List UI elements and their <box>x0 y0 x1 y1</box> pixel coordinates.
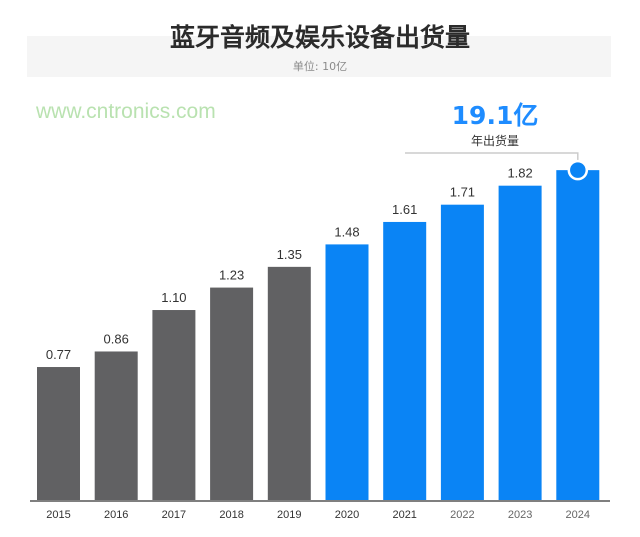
callout-label: 年出货量 <box>470 134 519 148</box>
bar-2015 <box>37 367 80 500</box>
data-label-2015: 0.77 <box>46 347 71 362</box>
bar-2021 <box>383 221 427 500</box>
bar-2016 <box>94 351 138 500</box>
bar-2024 <box>556 170 600 500</box>
tick-label-2024: 2024 <box>566 509 590 521</box>
data-label-2023: 1.82 <box>507 166 532 181</box>
bar-2023 <box>498 185 542 500</box>
chart-title: 蓝牙音频及娱乐设备出货量 <box>169 23 470 52</box>
data-label-2018: 1.23 <box>219 268 244 283</box>
tick-label-2019: 2019 <box>277 509 301 521</box>
bar-2018 <box>210 287 254 500</box>
tick-label-2016: 2016 <box>104 509 128 521</box>
title-band <box>27 36 611 77</box>
data-label-2020: 1.48 <box>334 224 359 239</box>
tick-label-2015: 2015 <box>46 509 70 521</box>
data-label-2017: 1.10 <box>161 290 186 305</box>
tick-label-2023: 2023 <box>508 509 532 521</box>
bar-2022 <box>440 204 484 501</box>
bar-2019 <box>267 266 311 500</box>
tick-label-2021: 2021 <box>392 509 416 521</box>
tick-label-2017: 2017 <box>162 509 186 521</box>
tick-label-2018: 2018 <box>219 509 243 521</box>
data-label-2021: 1.61 <box>392 202 417 217</box>
bar-2017 <box>152 310 196 500</box>
data-label-2019: 1.35 <box>277 247 302 262</box>
data-label-2022: 1.71 <box>450 185 475 200</box>
data-label-2016: 0.86 <box>104 331 129 346</box>
chart-subtitle: 单位: 10亿 <box>292 60 348 73</box>
tick-label-2022: 2022 <box>450 509 474 521</box>
bar-2020 <box>325 244 369 500</box>
callout-leader-line <box>405 152 579 167</box>
tick-label-2020: 2020 <box>335 509 359 521</box>
callout-value: 19.1亿 <box>451 101 539 130</box>
watermark: www.cntronics.com <box>36 100 216 123</box>
callout-marker <box>567 159 589 181</box>
